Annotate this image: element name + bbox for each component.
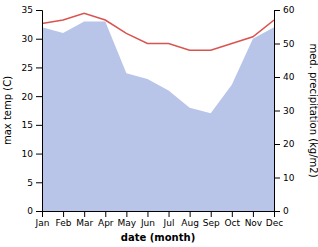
tick: Nov (245, 211, 263, 228)
plot: JanFebMarAprMayJunJulAugSepOctNovDec0510… (22, 5, 295, 228)
tick-label: 20 (22, 92, 34, 102)
tick-mark (36, 154, 42, 155)
tick: 30 (22, 34, 42, 44)
y2-axis: 0 10 20 30 40 50 60 (274, 5, 295, 216)
tick-label: 60 (283, 5, 295, 15)
area (42, 21, 274, 211)
tick-label: Mar (76, 218, 93, 228)
tick-mark (274, 211, 280, 212)
tick-mark (232, 211, 233, 217)
tick: May (118, 211, 137, 228)
tick: Feb (56, 211, 72, 228)
axis-line (43, 212, 275, 218)
tick-label: 50 (283, 39, 295, 49)
tick-mark (36, 125, 42, 126)
tick: Jan (35, 211, 50, 228)
tick: 30 (274, 106, 295, 116)
tick-label: Jun (140, 218, 155, 228)
tick: Apr (98, 211, 114, 228)
tick-mark (84, 211, 85, 217)
tick-label: 5 (27, 178, 33, 188)
tick: 10 (22, 149, 42, 159)
tick-label: Dec (266, 218, 283, 228)
tick: 15 (22, 120, 42, 130)
tick-mark (211, 211, 212, 217)
tick: 50 (274, 39, 295, 49)
tick-label: Nov (245, 218, 263, 228)
tick-label: 20 (283, 139, 295, 149)
tick-mark (105, 211, 106, 217)
marks (42, 13, 274, 211)
tick: 0 (274, 206, 289, 216)
tick-mark (274, 10, 280, 11)
tick-mark (63, 211, 64, 217)
tick-label: Aug (181, 218, 199, 228)
tick-label: Jul (163, 218, 175, 228)
tick-mark (36, 67, 42, 68)
tick-mark (36, 96, 42, 97)
tick-label: 10 (283, 173, 295, 183)
tick-label: 25 (22, 63, 33, 73)
tick-mark (274, 178, 280, 179)
tick-mark (190, 211, 191, 217)
axis-line (275, 11, 281, 212)
tick-label: 30 (22, 34, 34, 44)
tick-label: 0 (27, 206, 33, 216)
tick-mark (274, 144, 280, 145)
x-axis: Jan Feb Mar Apr MayJun Jul Aug Sep Oct NovDec (35, 211, 284, 228)
tick: 35 (22, 5, 42, 15)
tick: Jun (140, 211, 155, 228)
tick-label: Feb (56, 218, 72, 228)
y-axis-title: max temp (C) (2, 76, 13, 145)
tick-mark (126, 211, 127, 217)
tick: Oct (225, 211, 241, 228)
tick-label: 15 (22, 120, 33, 130)
tick: Jul (163, 211, 175, 228)
tick-mark (36, 211, 42, 212)
tick-label: 40 (283, 72, 295, 82)
tick-mark (169, 211, 170, 217)
tick-mark (36, 39, 42, 40)
tick: 0 (27, 206, 42, 216)
tick-mark (36, 182, 42, 183)
tick-label: 0 (283, 206, 289, 216)
tick-mark (274, 77, 280, 78)
tick: 20 (22, 92, 42, 102)
tick-mark (36, 10, 42, 11)
tick: 40 (274, 72, 295, 82)
line (42, 13, 274, 50)
tick: Dec (266, 211, 283, 228)
tick-label: May (118, 218, 137, 228)
tick: 20 (274, 139, 295, 149)
tick-mark (147, 211, 148, 217)
axis-line (36, 11, 43, 212)
tick-mark (274, 111, 280, 112)
tick-label: Oct (225, 218, 241, 228)
chart: JanFebMarAprMayJunJulAugSepOctNovDec0510… (0, 0, 318, 247)
tick: Aug (181, 211, 199, 228)
tick: 5 (27, 178, 42, 188)
tick-label: 35 (22, 5, 33, 15)
tick-mark (274, 44, 280, 45)
tick: 10 (274, 173, 295, 183)
tick-label: Jan (35, 218, 50, 228)
tick-label: Sep (203, 218, 220, 228)
x-axis-title: date (month) (121, 232, 195, 243)
y2-axis-title: med. precipitation (kg/m2) (308, 43, 318, 177)
tick-label: 30 (283, 106, 295, 116)
tick: 60 (274, 5, 295, 15)
tick-mark (253, 211, 254, 217)
y-axis: 0 5 10 15 20 25 30 35 (22, 5, 43, 216)
tick-label: 10 (22, 149, 34, 159)
tick: Sep (203, 211, 220, 228)
tick-label: Apr (98, 218, 114, 228)
tick: Mar (76, 211, 93, 228)
tick: 25 (22, 63, 42, 73)
